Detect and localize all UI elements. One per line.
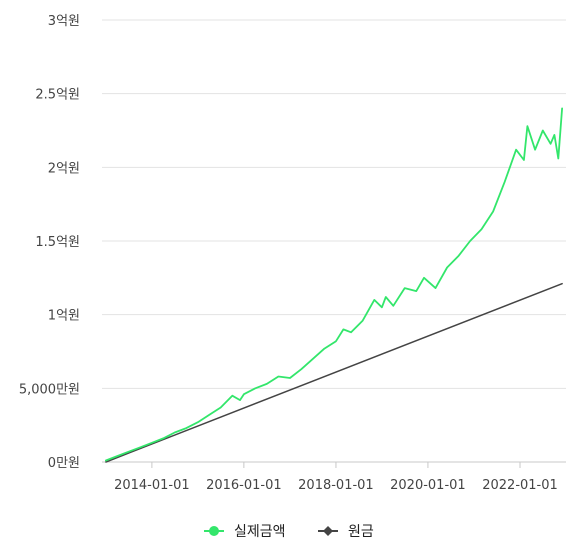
series-lines: [105, 107, 563, 463]
legend-marker-circle: [209, 526, 219, 536]
x-tick-label: 2018-01-01: [298, 478, 374, 493]
y-tick-label: 3억원: [48, 14, 80, 29]
y-axis: 0만원 5,000만원 1억원 1.5억원 2억원 2.5억원 3억원: [19, 14, 80, 471]
x-tick-label: 2020-01-01: [390, 478, 466, 493]
x-tick-label: 2022-01-01: [482, 478, 558, 493]
x-tick-label: 2016-01-01: [206, 478, 282, 493]
x-tick-label: 2014-01-01: [114, 478, 190, 493]
grid-lines: [102, 19, 566, 389]
y-tick-label: 2억원: [48, 161, 80, 176]
y-tick-label: 0만원: [48, 456, 80, 471]
y-tick-label: 5,000만원: [19, 382, 80, 397]
legend-label: 원금: [348, 524, 374, 540]
x-axis: 2014-01-01 2016-01-01 2018-01-01 2020-01-01…: [102, 461, 566, 493]
y-tick-label: 1.5억원: [35, 235, 80, 250]
series-line-principal: [105, 282, 563, 463]
legend: 실제금액 원금: [204, 524, 374, 540]
legend-marker-diamond: [323, 526, 333, 536]
y-tick-label: 2.5억원: [35, 88, 80, 103]
y-tick-label: 1억원: [48, 309, 80, 324]
legend-label: 실제금액: [234, 524, 286, 540]
legend-item-actual: 실제금액: [204, 524, 286, 540]
legend-item-principal: 원금: [318, 524, 374, 540]
series-line-actual: [105, 107, 563, 462]
